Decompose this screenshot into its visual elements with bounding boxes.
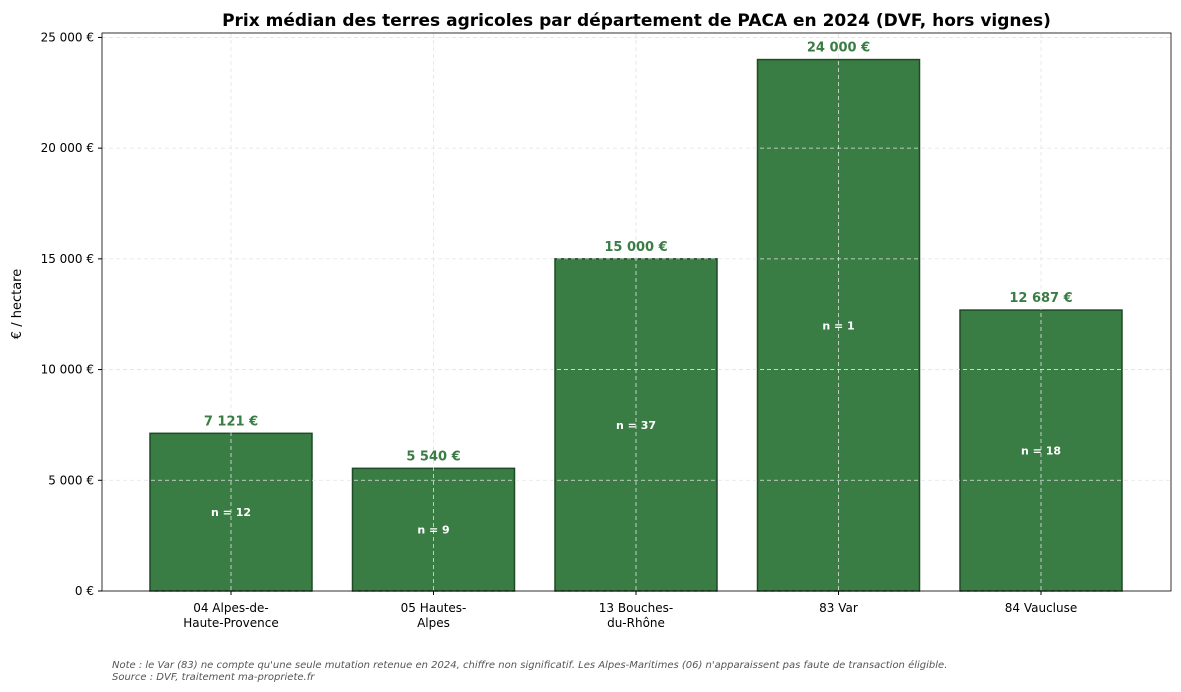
x-tick-label: du-Rhône — [607, 616, 665, 630]
value-label: 7 121 € — [204, 414, 258, 429]
y-tick-label: 25 000 € — [41, 30, 94, 44]
count-label: n = 18 — [1021, 445, 1061, 458]
x-tick-label: 05 Hautes- — [401, 601, 467, 615]
count-label: n = 37 — [616, 419, 656, 432]
y-tick-label: 15 000 € — [41, 252, 94, 266]
y-axis-label: € / hectare — [10, 269, 25, 339]
value-label: 5 540 € — [406, 449, 460, 464]
x-tick-label: 04 Alpes-de- — [193, 601, 269, 615]
y-tick-label: 10 000 € — [41, 363, 94, 377]
value-label: 15 000 € — [604, 240, 667, 255]
y-tick-label: 5 000 € — [48, 473, 94, 487]
count-label: n = 9 — [417, 524, 449, 537]
y-tick-label: 20 000 € — [41, 141, 94, 155]
x-tick-label: 83 Var — [819, 601, 858, 615]
chart-title: Prix médian des terres agricoles par dép… — [222, 11, 1051, 31]
footnote: Note : le Var (83) ne compte qu'une seul… — [112, 660, 947, 684]
value-label: 24 000 € — [807, 41, 870, 56]
count-label: n = 1 — [822, 319, 854, 332]
x-tick-label: Alpes — [417, 616, 450, 630]
y-tick-label: 0 € — [75, 584, 94, 598]
count-label: n = 12 — [211, 506, 251, 519]
footnote-note: Note : le Var (83) ne compte qu'une seul… — [112, 660, 948, 671]
footnote-source: Source : DVF, traitement ma-propriete.fr — [112, 672, 315, 683]
value-label: 12 687 € — [1009, 291, 1072, 306]
x-tick-label: 84 Vaucluse — [1005, 601, 1078, 615]
x-tick-label: Haute-Provence — [183, 616, 279, 630]
x-tick-label: 13 Bouches- — [599, 601, 673, 615]
